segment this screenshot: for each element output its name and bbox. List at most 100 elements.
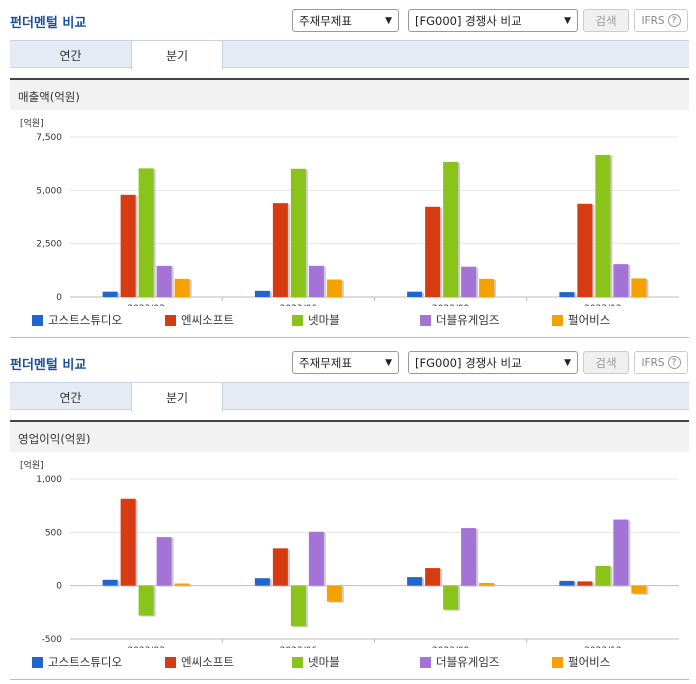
legend-swatch (552, 314, 563, 326)
bar (479, 278, 495, 297)
bar (577, 581, 593, 586)
bar (156, 265, 172, 297)
ifrs-help-button[interactable]: IFRS ? (634, 351, 688, 374)
legend-item[interactable]: 펄어비스 (552, 654, 610, 670)
legend-item[interactable]: 고스트스튜디오 (32, 312, 122, 328)
legend-item[interactable]: 더블유게임즈 (420, 312, 499, 328)
peer-group-select[interactable]: [FG000] 경쟁사 비교 ▼ (408, 351, 578, 374)
ifrs-help-button[interactable]: IFRS ? (634, 9, 688, 32)
legend-item[interactable]: 엔씨소프트 (165, 654, 234, 670)
operating-profit-chart: [억원] 1,000 500 0 -500 2023/03 2023/06 2023/09 20… (10, 456, 689, 648)
x-tick-label: 2023/09 (432, 304, 470, 306)
legend-swatch (165, 656, 176, 668)
legend-label: 엔씨소프트 (181, 655, 234, 669)
chevron-down-icon: ▼ (385, 357, 392, 368)
legend-label: 넷마블 (308, 655, 340, 669)
chart-title: 매출액(억원) (18, 90, 80, 104)
bar (272, 548, 288, 586)
y-tick-label: 0 (56, 582, 62, 592)
bar (290, 168, 306, 297)
statement-type-select[interactable]: 주재무제표 ▼ (292, 351, 399, 374)
bar (613, 519, 629, 586)
chevron-down-icon: ▼ (564, 15, 571, 26)
bar (308, 265, 324, 297)
statement-type-value: 주재무제표 (299, 13, 352, 28)
legend-label: 펄어비스 (568, 655, 611, 669)
bar (443, 161, 459, 297)
fundamental-section-revenue: 펀더멘털 비교 주재무제표 ▼ [FG000] 경쟁사 비교 ▼ 검색 IFRS… (10, 9, 689, 338)
legend-swatch (32, 656, 43, 668)
y-tick-label: 2,500 (36, 240, 62, 250)
legend-swatch (552, 656, 563, 668)
bar (425, 568, 441, 586)
chart-header: 매출액(억원) (10, 78, 689, 110)
x-tick-label: 2023/03 (127, 646, 164, 648)
bar (308, 531, 324, 586)
chart-title: 영업이익(억원) (18, 432, 91, 446)
tab-annual[interactable]: 연간 (59, 48, 82, 63)
revenue-chart-svg: [억원] 7,500 5,000 2,500 0 2023/03 2023/06 2023/0… (20, 117, 679, 306)
legend-label: 엔씨소프트 (181, 313, 234, 327)
x-tick-label: 2023/06 (280, 304, 318, 306)
bar (102, 579, 118, 586)
legend-label: 더블유게임즈 (436, 313, 500, 327)
bar (461, 266, 477, 297)
section-title: 펀더멘털 비교 (10, 358, 87, 373)
bar (174, 583, 190, 586)
operating-profit-chart-svg: [억원] 1,000 500 0 -500 2023/03 2023/06 2023/09 20… (20, 459, 679, 648)
tab-quarterly[interactable]: 분기 (131, 41, 223, 70)
bar (326, 585, 342, 602)
statement-type-select[interactable]: 주재무제표 ▼ (292, 9, 399, 32)
peer-group-value: [FG000] 경쟁사 비교 (415, 355, 522, 370)
bar (174, 278, 190, 297)
tab-quarterly[interactable]: 분기 (131, 383, 223, 412)
bar (443, 585, 459, 610)
x-tick-label: 2023/12 (584, 304, 621, 306)
chevron-down-icon: ▼ (385, 15, 392, 26)
x-tick-label: 2023/09 (432, 646, 470, 648)
legend-swatch (165, 314, 176, 326)
bar (254, 290, 270, 297)
bar (407, 577, 423, 586)
y-tick-label: 5,000 (36, 186, 62, 196)
ifrs-label: IFRS (641, 14, 665, 27)
bar (595, 154, 611, 297)
legend-item[interactable]: 더블유게임즈 (420, 654, 499, 670)
bar (631, 585, 647, 594)
y-tick-label: -500 (42, 635, 63, 645)
bar (425, 206, 441, 297)
bar (577, 203, 593, 297)
y-tick-label: 0 (56, 293, 62, 303)
bar (631, 278, 647, 297)
ifrs-label: IFRS (641, 356, 665, 369)
bar (272, 203, 288, 297)
bar (595, 565, 611, 586)
legend-label: 더블유게임즈 (436, 655, 500, 669)
legend-swatch (292, 656, 303, 668)
x-tick-label: 2023/06 (280, 646, 318, 648)
bar (559, 580, 575, 586)
legend-item[interactable]: 넷마블 (292, 312, 340, 328)
legend-item[interactable]: 넷마블 (292, 654, 340, 670)
chart-header: 영업이익(억원) (10, 420, 689, 452)
help-icon: ? (667, 14, 681, 27)
chart-legend: 고스트스튜디오 엔씨소프트 넷마블 더블유게임즈 펄어비스 (10, 654, 689, 672)
search-button[interactable]: 검색 (583, 351, 629, 374)
bar (407, 291, 423, 297)
bar (290, 585, 306, 627)
legend-item[interactable]: 고스트스튜디오 (32, 654, 122, 670)
bar (156, 537, 172, 586)
divider (10, 679, 689, 680)
bar (326, 279, 342, 297)
search-button[interactable]: 검색 (583, 9, 629, 32)
period-tabs: 연간 분기 (10, 382, 689, 412)
tab-annual[interactable]: 연간 (59, 390, 82, 405)
legend-item[interactable]: 엔씨소프트 (165, 312, 234, 328)
legend-swatch (420, 314, 431, 326)
bar (559, 292, 575, 297)
chevron-down-icon: ▼ (564, 357, 571, 368)
legend-item[interactable]: 펄어비스 (552, 312, 610, 328)
bar (254, 578, 270, 586)
peer-group-select[interactable]: [FG000] 경쟁사 비교 ▼ (408, 9, 578, 32)
help-icon: ? (667, 356, 681, 369)
